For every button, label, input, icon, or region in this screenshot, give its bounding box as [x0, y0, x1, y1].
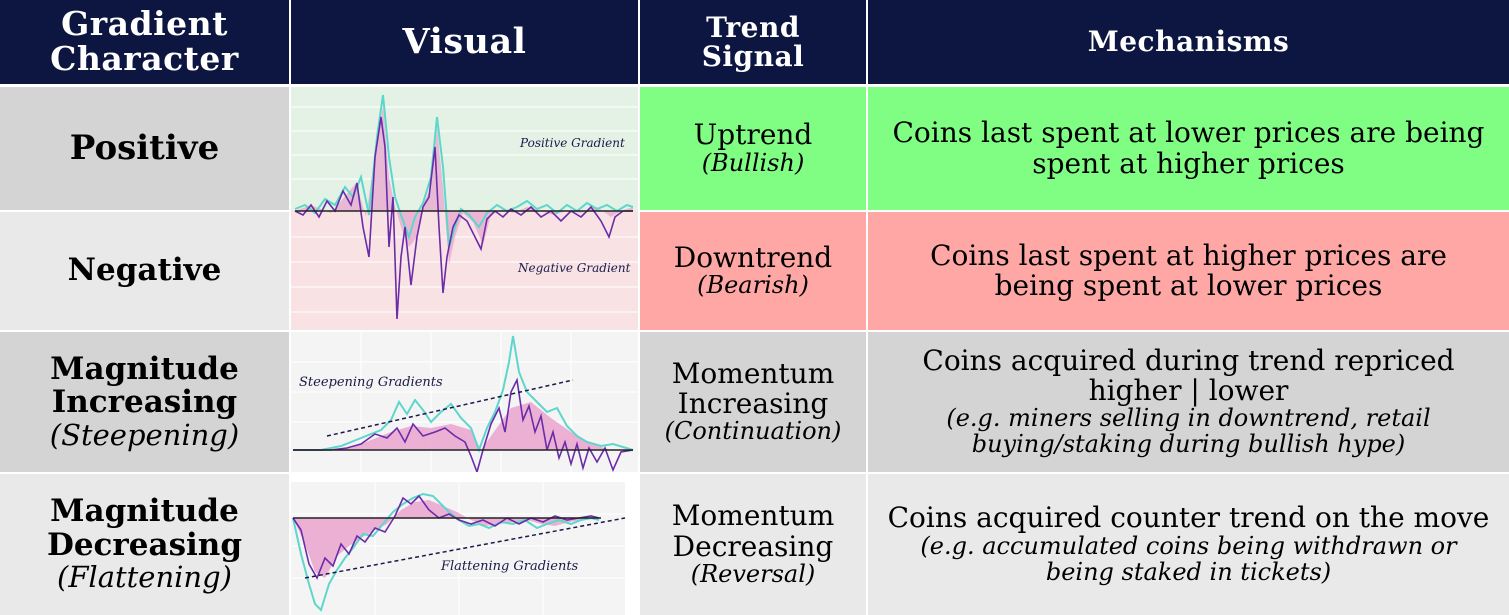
mechanism-text: Coins acquired counter trend on the move — [887, 501, 1490, 535]
chart-label-positive: Positive Gradient — [519, 136, 625, 150]
trend-label: Downtrend — [673, 240, 833, 274]
visual-flattening: Flattening Gradients — [291, 474, 638, 615]
header-trend-signal: Trend Signal — [640, 0, 866, 84]
row-decreasing-character: Magnitude Decreasing (Flattening) — [0, 474, 289, 615]
chart-label-steepening: Steepening Gradients — [299, 375, 443, 390]
character-sub-label: (Flattening) — [57, 560, 232, 595]
header-mechanisms: Mechanisms — [868, 0, 1509, 84]
header-mechanisms-label: Mechanisms — [1087, 25, 1290, 59]
character-label: Negative — [67, 252, 222, 289]
trend-sub-label: (Bullish) — [701, 148, 805, 177]
header-visual-label: Visual — [402, 20, 527, 62]
mechanism-example: being staked in tickets) — [1045, 557, 1332, 586]
row-positive-mechanism: Coins last spent at lower prices are bei… — [868, 87, 1509, 210]
trend-label: Momentum — [671, 356, 835, 390]
trend-sub-label: (Bearish) — [697, 271, 809, 300]
character-label: Magnitude — [50, 493, 239, 530]
trend-label: Uptrend — [693, 118, 813, 152]
visual-steepening: Steepening Gradients — [291, 332, 638, 472]
header-divider — [866, 0, 868, 84]
chart-label-negative: Negative Gradient — [517, 261, 631, 275]
mechanism-example: buying/staking during bullish hype) — [971, 430, 1406, 459]
row-decreasing-mechanism: Coins acquired counter trend on the move… — [868, 474, 1509, 615]
trend-label: Increasing — [677, 387, 829, 421]
header-gradient-character: Gradient Character — [0, 0, 289, 84]
row-negative-trend: Downtrend (Bearish) — [640, 212, 866, 330]
row-decreasing-trend: Momentum Decreasing (Reversal) — [640, 474, 866, 615]
row-negative-character: Negative — [0, 212, 289, 330]
chart-label-flattening: Flattening Gradients — [440, 559, 579, 574]
character-label: Magnitude — [50, 350, 239, 387]
character-label: Increasing — [51, 384, 238, 421]
character-sub-label: (Steepening) — [49, 417, 240, 452]
trend-label: Momentum — [671, 499, 835, 533]
header-trend-line2: Signal — [701, 40, 805, 73]
row-positive-trend: Uptrend (Bullish) — [640, 87, 866, 210]
mechanism-text: spent at higher prices — [1032, 146, 1345, 180]
row-negative-mechanism: Coins last spent at higher prices are be… — [868, 212, 1509, 330]
row-positive-character: Positive — [0, 87, 289, 210]
mechanism-text: Coins last spent at lower prices are bei… — [892, 116, 1485, 150]
trend-label: Decreasing — [672, 529, 834, 563]
trend-sub-label: (Continuation) — [664, 417, 842, 446]
character-label: Decreasing — [46, 526, 243, 563]
visual-positive-negative: Positive Gradient Negative Gradient — [291, 87, 638, 330]
header-divider — [638, 0, 640, 84]
row-increasing-character: Magnitude Increasing (Steepening) — [0, 332, 289, 472]
mechanism-example: (e.g. miners selling in downtrend, retai… — [946, 404, 1431, 433]
character-label: Positive — [69, 128, 220, 169]
row-increasing-trend: Momentum Increasing (Continuation) — [640, 332, 866, 472]
mechanism-text: being spent at lower prices — [994, 269, 1383, 302]
gradient-chart-flattening: Flattening Gradients — [291, 482, 626, 615]
mechanism-text: Coins acquired during trend repriced — [922, 343, 1455, 377]
trend-sub-label: (Reversal) — [690, 559, 816, 588]
header-divider — [289, 0, 291, 84]
mechanism-text: higher | lower — [1088, 374, 1289, 408]
header-character-line2: Character — [50, 39, 239, 78]
header-character-line1: Gradient — [61, 4, 228, 44]
header-separator — [0, 84, 1509, 87]
gradient-chart-steepening: Steepening Gradients — [291, 332, 638, 472]
mechanism-text: Coins last spent at higher prices are — [930, 238, 1447, 272]
row-increasing-mechanism: Coins acquired during trend repriced hig… — [868, 332, 1509, 472]
gradient-chart-positive-negative: Positive Gradient Negative Gradient — [291, 87, 638, 330]
mechanism-example: (e.g. accumulated coins being withdrawn … — [920, 531, 1457, 560]
header-trend-line1: Trend — [706, 10, 800, 44]
header-visual: Visual — [291, 0, 638, 84]
